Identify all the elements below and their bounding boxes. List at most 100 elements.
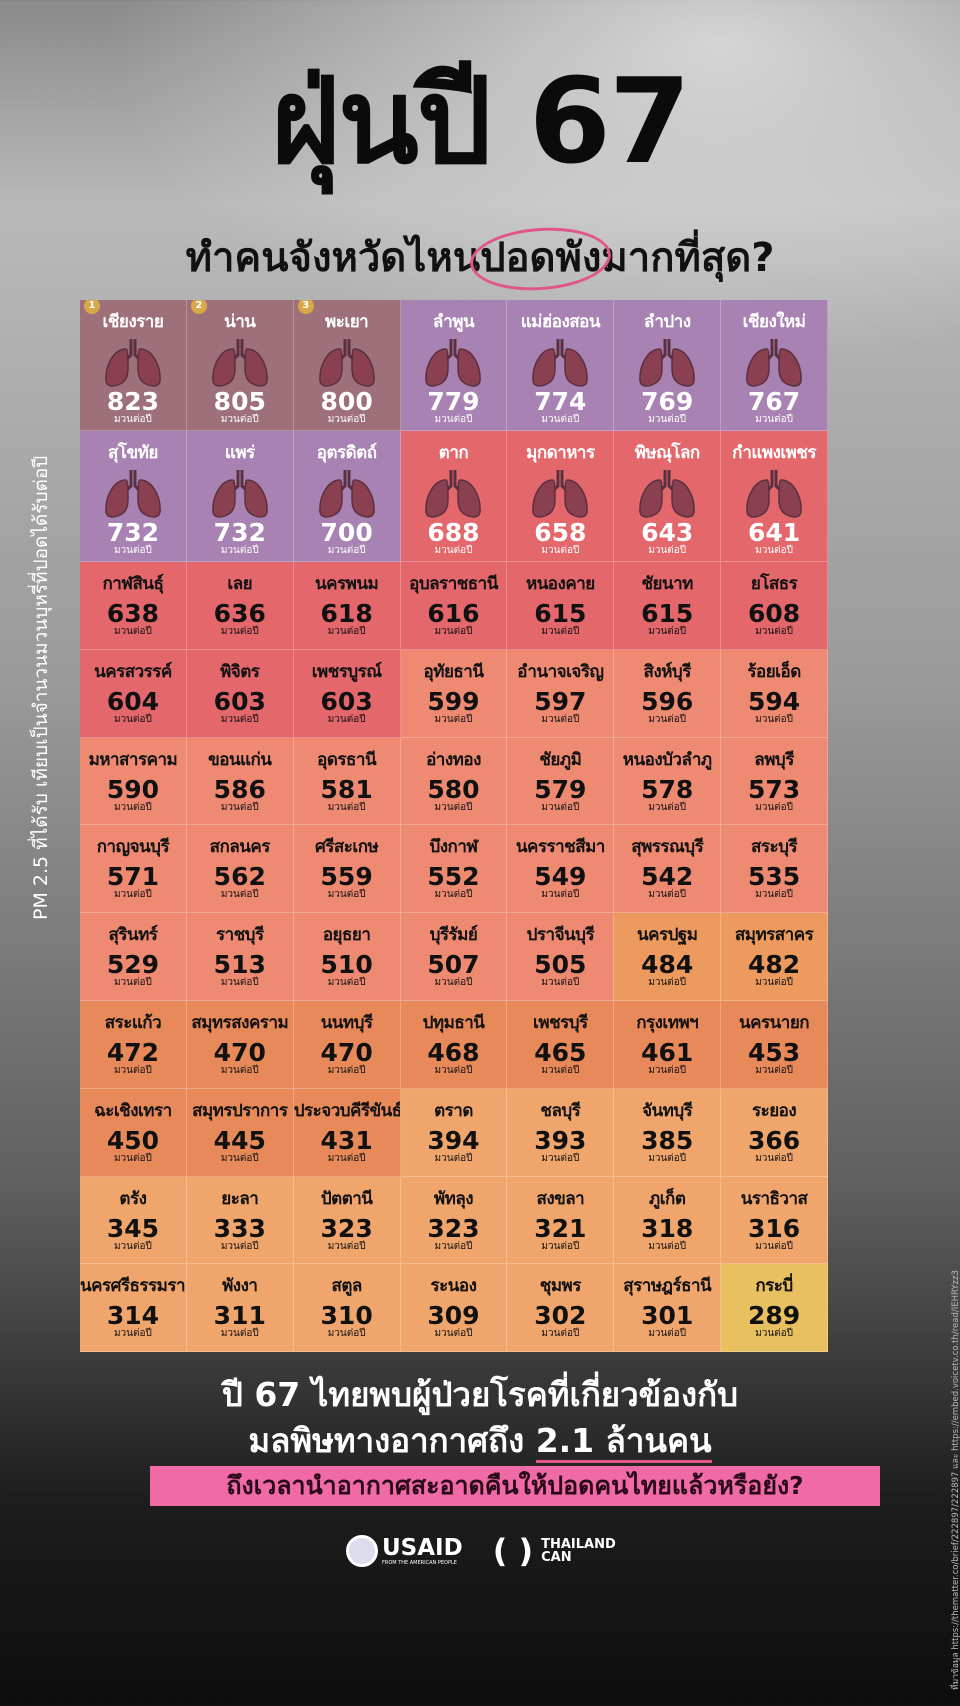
cigarette-count: 507 (427, 950, 480, 980)
province-cell: เลย 636 มวนต่อปี (186, 562, 294, 650)
cigarette-count: 366 (747, 1125, 801, 1155)
province-name: ตราด (434, 1100, 473, 1121)
unit-label: มวนต่อปี (113, 626, 152, 637)
unit-label: มวนต่อปี (541, 1064, 580, 1076)
cigarette-count: 596 (641, 686, 694, 716)
province-cell: อุตรดิตถ์ 700 มวนต่อปี (293, 431, 401, 562)
province-name: พิจิตร (220, 661, 260, 682)
cigarette-count: 542 (641, 862, 694, 892)
province-name: สมุทรสาคร (734, 925, 814, 946)
lung-icon (422, 337, 484, 389)
unit-label: มวนต่อปี (541, 1328, 580, 1340)
unit-label: มวนต่อปี (755, 977, 793, 989)
cigarette-count: 310 (320, 1301, 373, 1331)
province-cell: ปทุมธานี 468 มวนต่อปี (400, 1000, 508, 1089)
unit-label: มวนต่อปี (220, 626, 259, 637)
province-name: อุทัยธานี (423, 661, 484, 682)
unit-label: มวนต่อปี (220, 1152, 259, 1164)
province-cell: 3 พะเยา 800 มวนต่อปี (293, 300, 401, 431)
province-name: พัทลุง (433, 1188, 474, 1209)
unit-label: มวนต่อปี (434, 414, 473, 425)
cigarette-count: 597 (534, 686, 587, 716)
province-name: แม่ฮ่องสอน (520, 312, 601, 332)
unit-label: มวนต่อปี (541, 977, 580, 989)
lung-icon (636, 468, 698, 520)
province-name: ตรัง (119, 1188, 147, 1209)
cigarette-count: 579 (534, 774, 587, 804)
province-name: พิษณุโลก (634, 443, 701, 463)
page-title: ฝุ่นปี 67 (271, 52, 691, 190)
unit-label: มวนต่อปี (113, 414, 152, 425)
cigarette-count: 472 (106, 1037, 160, 1067)
province-name: สุราษฎร์ธานี (623, 1276, 712, 1297)
lung-icon (209, 468, 271, 520)
unit-label: มวนต่อปี (755, 545, 793, 556)
province-cell: ศรีสะเกษ 559 มวนต่อปี (293, 825, 401, 914)
province-cell: ยะลา 333 มวนต่อปี (186, 1176, 294, 1265)
province-name: กาฬสินธุ์ (102, 574, 164, 594)
province-name: สิงห์บุรี (643, 661, 692, 682)
unit-label: มวนต่อปี (434, 1064, 473, 1076)
province-cell: อำนาจเจริญ 597 มวนต่อปี (507, 649, 615, 738)
unit-label: มวนต่อปี (434, 545, 473, 556)
province-cell: กำแพงเพชร 641 มวนต่อปี (721, 431, 828, 562)
province-name: สมุทรปราการ (192, 1100, 288, 1121)
province-name: นครราชสีมา (515, 837, 605, 858)
cigarette-count: 578 (641, 774, 694, 804)
province-name: สงขลา (536, 1188, 585, 1209)
province-cell: นครพนม 618 มวนต่อปี (293, 562, 401, 650)
unit-label: มวนต่อปี (541, 545, 580, 556)
province-cell: อุบลราชธานี 616 มวนต่อปี (400, 562, 508, 650)
province-name: บึงกาฬ (429, 837, 478, 858)
unit-label: มวนต่อปี (541, 626, 580, 637)
province-name: สระบุรี (751, 837, 798, 858)
province-cell: บึงกาฬ 552 มวนต่อปี (400, 825, 508, 914)
province-name: ร้อยเอ็ด (747, 661, 801, 682)
cigarette-count: 638 (106, 599, 160, 628)
unit-label: มวนต่อปี (541, 1240, 580, 1252)
province-cell: นนทบุรี 470 มวนต่อปี (293, 1000, 401, 1089)
province-name: ชัยภูมิ (539, 749, 582, 770)
province-name: สุรินทร์ (108, 925, 158, 946)
province-cell: ระยอง 366 มวนต่อปี (721, 1088, 828, 1177)
province-cell: สุรินทร์ 529 มวนต่อปี (80, 913, 187, 1001)
province-cell: ขอนแก่น 586 มวนต่อปี (186, 737, 294, 826)
cigarette-count: 345 (106, 1213, 160, 1243)
cigarette-count: 470 (213, 1037, 266, 1067)
province-cell: ภูเก็ต 318 มวนต่อปี (614, 1176, 722, 1265)
province-cell: ประจวบคีรีขันธ์ 431 มวนต่อปี (293, 1088, 401, 1177)
province-name: อยุธยา (322, 925, 371, 946)
unit-label: มวนต่อปี (648, 889, 687, 901)
cigarette-count: 484 (641, 950, 694, 980)
cigarette-count: 468 (427, 1037, 480, 1067)
thailand-can-text-2: CAN (541, 1550, 572, 1565)
cigarette-count: 461 (641, 1037, 694, 1067)
unit-label: มวนต่อปี (648, 626, 687, 637)
cigarette-count: 774 (534, 387, 587, 416)
cigarette-count: 599 (427, 686, 480, 716)
lung-icon (743, 337, 805, 389)
medal-icon: 3 (297, 300, 314, 318)
unit-label: มวนต่อปี (113, 889, 152, 901)
province-cell: ชลบุรี 393 มวนต่อปี (507, 1088, 615, 1177)
rank-number: 3 (297, 300, 314, 314)
unit-label: มวนต่อปี (113, 1064, 152, 1076)
unit-label: มวนต่อปี (327, 545, 366, 556)
usaid-text: USAID (382, 1534, 463, 1561)
unit-label: มวนต่อปี (755, 1240, 793, 1252)
unit-label: มวนต่อปี (648, 1152, 687, 1164)
province-cell: ลพบุรี 573 มวนต่อปี (721, 737, 828, 826)
thailand-can-text-1: THAILAND (541, 1537, 616, 1552)
province-name: สุโขทัย (108, 443, 158, 463)
cigarette-count: 316 (747, 1213, 801, 1243)
province-name: ศรีสะเกษ (315, 837, 379, 858)
province-cell: มุกดาหาร 658 มวนต่อปี (507, 431, 615, 562)
cigarette-count: 643 (641, 518, 694, 547)
cigarette-count: 445 (213, 1125, 266, 1155)
cigarette-count: 688 (427, 518, 480, 547)
province-name: เชียงใหม่ (742, 312, 806, 332)
cigarette-count: 615 (641, 599, 694, 628)
cigarette-count: 618 (320, 599, 373, 628)
province-cell: ชุมพร 302 มวนต่อปี (507, 1264, 615, 1353)
cigarette-count: 604 (106, 686, 160, 716)
